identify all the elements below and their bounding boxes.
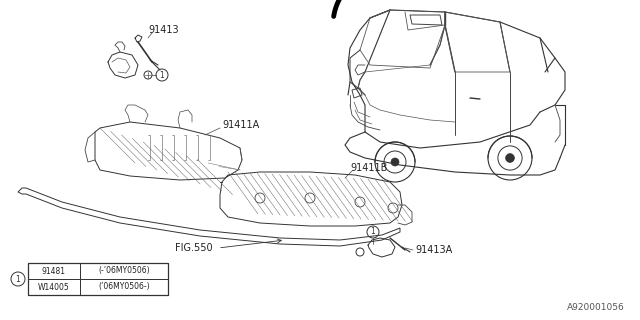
Text: FIG.550: FIG.550 bbox=[175, 243, 212, 253]
Text: 91411A: 91411A bbox=[222, 120, 259, 130]
Bar bbox=[28, 263, 168, 295]
Bar bbox=[28, 279, 80, 295]
Bar bbox=[80, 279, 168, 295]
Text: A920001056: A920001056 bbox=[567, 303, 625, 312]
Bar bbox=[28, 263, 80, 279]
Text: W14005: W14005 bbox=[38, 283, 70, 292]
Text: (’06MY0506-): (’06MY0506-) bbox=[98, 283, 150, 292]
Text: 91411B: 91411B bbox=[350, 163, 387, 173]
Circle shape bbox=[391, 158, 399, 166]
Text: 91413A: 91413A bbox=[415, 245, 452, 255]
Text: 1: 1 bbox=[159, 70, 164, 79]
Circle shape bbox=[506, 154, 515, 163]
Text: 91481: 91481 bbox=[42, 267, 66, 276]
Text: 1: 1 bbox=[15, 275, 20, 284]
Text: 91413: 91413 bbox=[148, 25, 179, 35]
Bar bbox=[80, 263, 168, 279]
Text: 1: 1 bbox=[371, 228, 376, 236]
Text: (-’06MY0506): (-’06MY0506) bbox=[98, 267, 150, 276]
